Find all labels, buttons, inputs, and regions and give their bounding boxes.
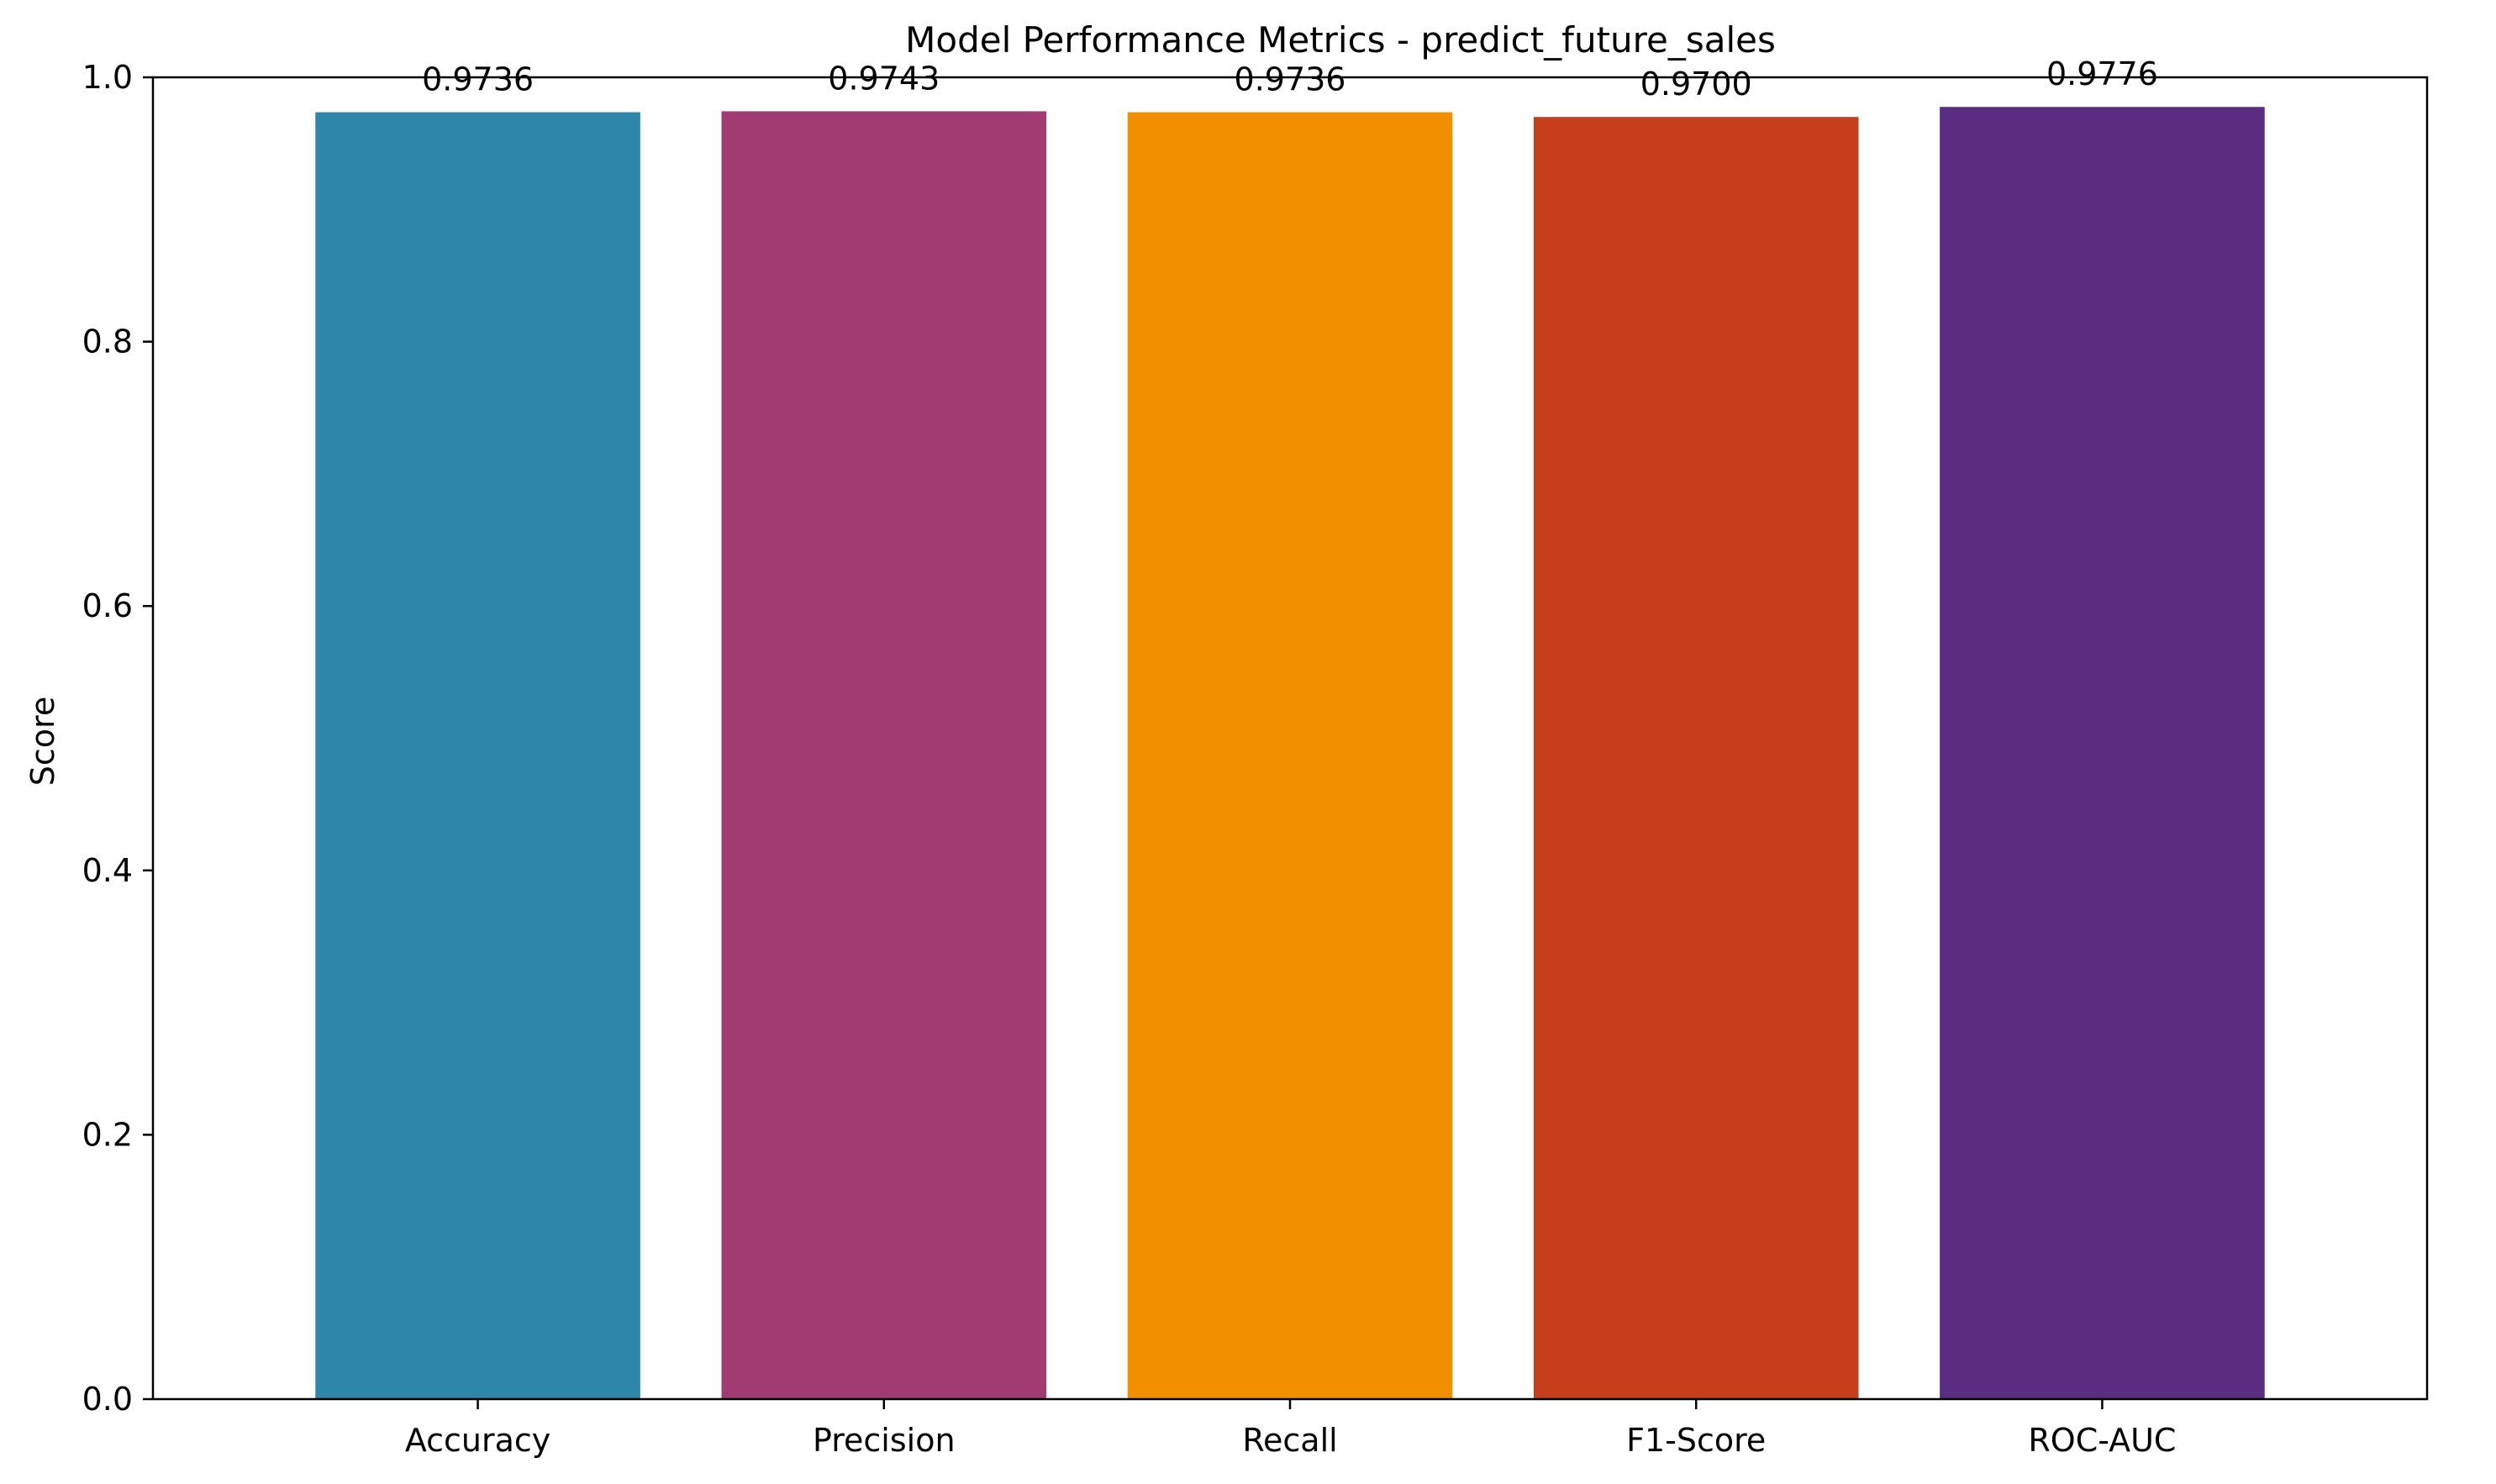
data-label-precision: 0.9743 [828,60,940,97]
data-label-f1-score: 0.9700 [1640,66,1752,103]
plot-frame [151,76,2429,1401]
y-ticks-layer: 0.0 0.2 0.4 0.6 0.8 1.0 [82,59,153,1418]
y-tick-label: 0.2 [82,1116,133,1153]
bar-roc-auc [1940,107,2265,1399]
y-tick-label: 1.0 [82,59,133,96]
bar-recall [1127,112,1453,1399]
y-axis-label: Score [24,697,61,786]
y-tick-label: 0.4 [82,852,133,889]
x-ticks-layer: Accuracy Precision Recall F1-Score ROC-AUC [405,1399,2176,1459]
x-tick-label-accuracy: Accuracy [405,1422,551,1459]
data-label-accuracy: 0.9736 [422,61,534,98]
bar-accuracy [315,112,640,1399]
data-labels-layer: 0.9736 0.9743 0.9736 0.9700 0.9776 [422,55,2158,103]
y-tick-label: 0.8 [82,324,133,360]
bars-layer [315,107,2265,1400]
chart-title: Model Performance Metrics - predict_futu… [905,19,1776,61]
x-tick-label-f1-score: F1-Score [1626,1422,1766,1459]
bar-f1-score [1533,117,1859,1400]
y-tick-label: 0.0 [82,1381,133,1418]
x-tick-label-roc-auc: ROC-AUC [2028,1422,2176,1459]
data-label-recall: 0.9736 [1235,61,1346,98]
bar-precision [721,111,1047,1399]
x-tick-label-recall: Recall [1242,1422,1337,1459]
y-tick-label: 0.6 [82,587,133,624]
x-tick-label-precision: Precision [813,1422,956,1459]
data-label-roc-auc: 0.9776 [2046,55,2158,92]
